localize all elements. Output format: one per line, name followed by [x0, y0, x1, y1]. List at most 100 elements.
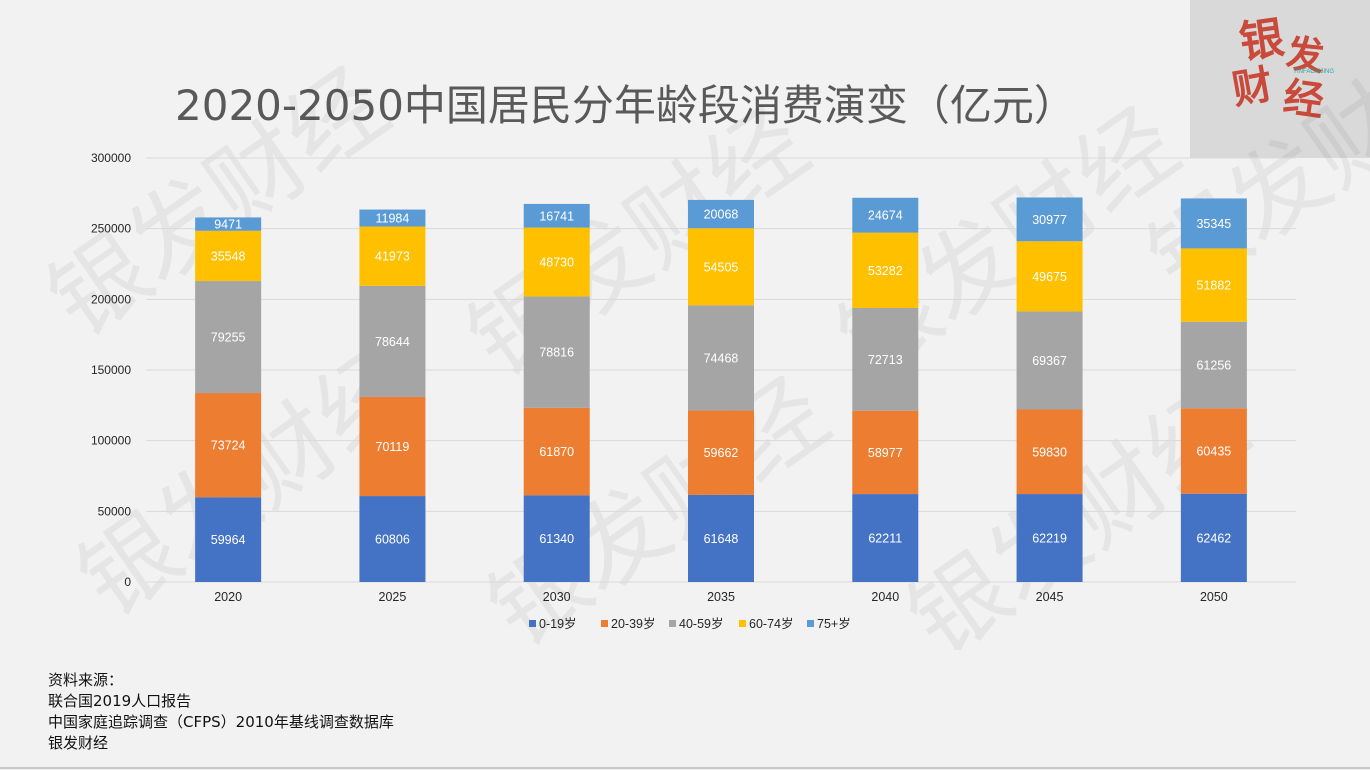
data-label: 16741: [539, 209, 574, 223]
source-notes: 资料来源： 联合国2019人口报告 中国家庭追踪调查（CFPS）2010年基线调…: [48, 670, 394, 754]
bar-segment: [523, 203, 590, 228]
data-label: 61870: [539, 445, 574, 459]
legend-label: 0-19岁: [539, 616, 577, 631]
bar-segment: [852, 494, 919, 582]
bar-segment: [852, 307, 919, 411]
bar-segment: [688, 305, 754, 411]
bar-segment: [852, 410, 919, 495]
data-label: 59964: [211, 533, 246, 547]
data-label: 49675: [1032, 270, 1067, 284]
x-tick-label: 2020: [214, 590, 242, 604]
y-tick-label: 50000: [98, 504, 132, 518]
data-label: 79255: [211, 331, 246, 345]
data-label: 59662: [704, 446, 739, 460]
bar-segment: [523, 296, 590, 408]
legend-label: 40-59岁: [679, 616, 723, 631]
data-label: 70119: [376, 440, 410, 454]
x-tick-label: 2045: [1036, 590, 1064, 604]
bar-segment: [359, 226, 426, 286]
y-tick-label: 300000: [91, 151, 131, 165]
y-tick-label: 0: [124, 575, 131, 589]
logo-char-3: 财: [1229, 63, 1276, 113]
x-axis-ticks: 2020 2025 2030 2035 2040 2045 2050: [214, 590, 1228, 604]
bar-segment: [1180, 248, 1247, 322]
bar-segment: [1016, 494, 1083, 582]
bar-segment: [359, 209, 426, 227]
chart-title: 2020-2050中国居民分年龄段消费演变（亿元）: [175, 81, 1076, 130]
watermark-text: 银发财经: [451, 89, 827, 397]
bar-segment: [523, 495, 590, 582]
y-tick-label: 150000: [91, 363, 131, 377]
source-line-1: 联合国2019人口报告: [48, 692, 192, 710]
logo-graphic: 银 发 财 经 YINFACAIJING: [1229, 13, 1334, 124]
data-label: 41973: [375, 250, 410, 264]
data-label: 61340: [539, 532, 574, 546]
legend-label: 60-74岁: [749, 616, 793, 631]
data-label: 74468: [704, 351, 739, 365]
data-label: 61648: [704, 532, 739, 546]
data-label: 51882: [1196, 279, 1231, 293]
data-label: 61256: [1196, 359, 1231, 373]
data-label: 9471: [214, 218, 242, 232]
bar-segment: [195, 230, 262, 282]
bar-segment: [359, 496, 426, 582]
y-tick-label: 250000: [91, 222, 131, 236]
stacked-bar-chart: 银发财经银发财经银发财经银发财经银发财经银发财经银发财经 05000010000…: [31, 9, 1370, 650]
bar-segment: [523, 407, 590, 496]
y-axis-ticks: 0 50000 100000 150000 200000 250000 300000: [91, 151, 131, 589]
data-label: 69367: [1032, 354, 1067, 368]
bar-segment: [359, 396, 426, 497]
bars: 59964 73724 79255 35548 9471 60806 70119 78644 4…: [195, 197, 1247, 582]
x-tick-label: 2030: [543, 590, 571, 604]
logo-pinyin: YINFACAIJING: [1293, 69, 1334, 75]
data-label: 62462: [1196, 531, 1231, 545]
bar-segment: [1180, 321, 1247, 409]
data-label: 20068: [704, 208, 739, 222]
bottom-divider: [0, 767, 1370, 769]
data-label: 24674: [868, 209, 903, 223]
x-tick-label: 2035: [707, 590, 735, 604]
bar-segment: [1180, 408, 1247, 494]
legend-swatch: [669, 620, 676, 627]
data-label: 60806: [375, 533, 410, 547]
data-label: 62211: [868, 532, 902, 546]
logo-char-1: 银: [1237, 13, 1287, 68]
data-label: 78816: [539, 346, 574, 360]
bar-segment: [1016, 409, 1083, 495]
bar-segment: [1016, 197, 1083, 242]
data-label: 53282: [868, 264, 903, 278]
bar-segment: [359, 285, 426, 397]
data-label: 54505: [704, 260, 739, 274]
legend-swatch: [807, 620, 814, 627]
legend-swatch: [529, 620, 536, 627]
bar-segment: [688, 494, 754, 582]
bar-segment: [195, 217, 262, 231]
legend-label: 20-39岁: [611, 616, 655, 631]
bar-segment: [852, 197, 919, 233]
bar-segment: [1180, 493, 1247, 582]
bar-segment: [688, 410, 754, 495]
x-tick-label: 2050: [1200, 590, 1228, 604]
y-tick-label: 200000: [91, 292, 131, 306]
logo-char-2: 发: [1284, 33, 1326, 79]
y-tick-label: 100000: [91, 434, 131, 448]
data-label: 30977: [1032, 213, 1067, 227]
data-label: 62219: [1032, 532, 1067, 546]
bar-segment: [195, 393, 262, 498]
data-label: 59830: [1032, 445, 1067, 459]
legend: 0-19岁 20-39岁 40-59岁 60-74岁 75+岁: [529, 616, 851, 631]
legend-label: 75+岁: [817, 616, 851, 631]
x-tick-label: 2025: [379, 590, 407, 604]
data-label: 72713: [868, 353, 903, 367]
bar-segment: [195, 497, 262, 582]
bar-segment: [195, 281, 262, 394]
logo-char-4: 经: [1281, 75, 1327, 124]
data-label: 73724: [211, 439, 246, 453]
data-label: 78644: [375, 335, 410, 349]
data-label: 48730: [539, 256, 574, 270]
x-tick-label: 2040: [871, 590, 899, 604]
bar-segment: [1180, 198, 1247, 249]
data-label: 58977: [868, 446, 903, 460]
bar-segment: [1016, 241, 1083, 312]
